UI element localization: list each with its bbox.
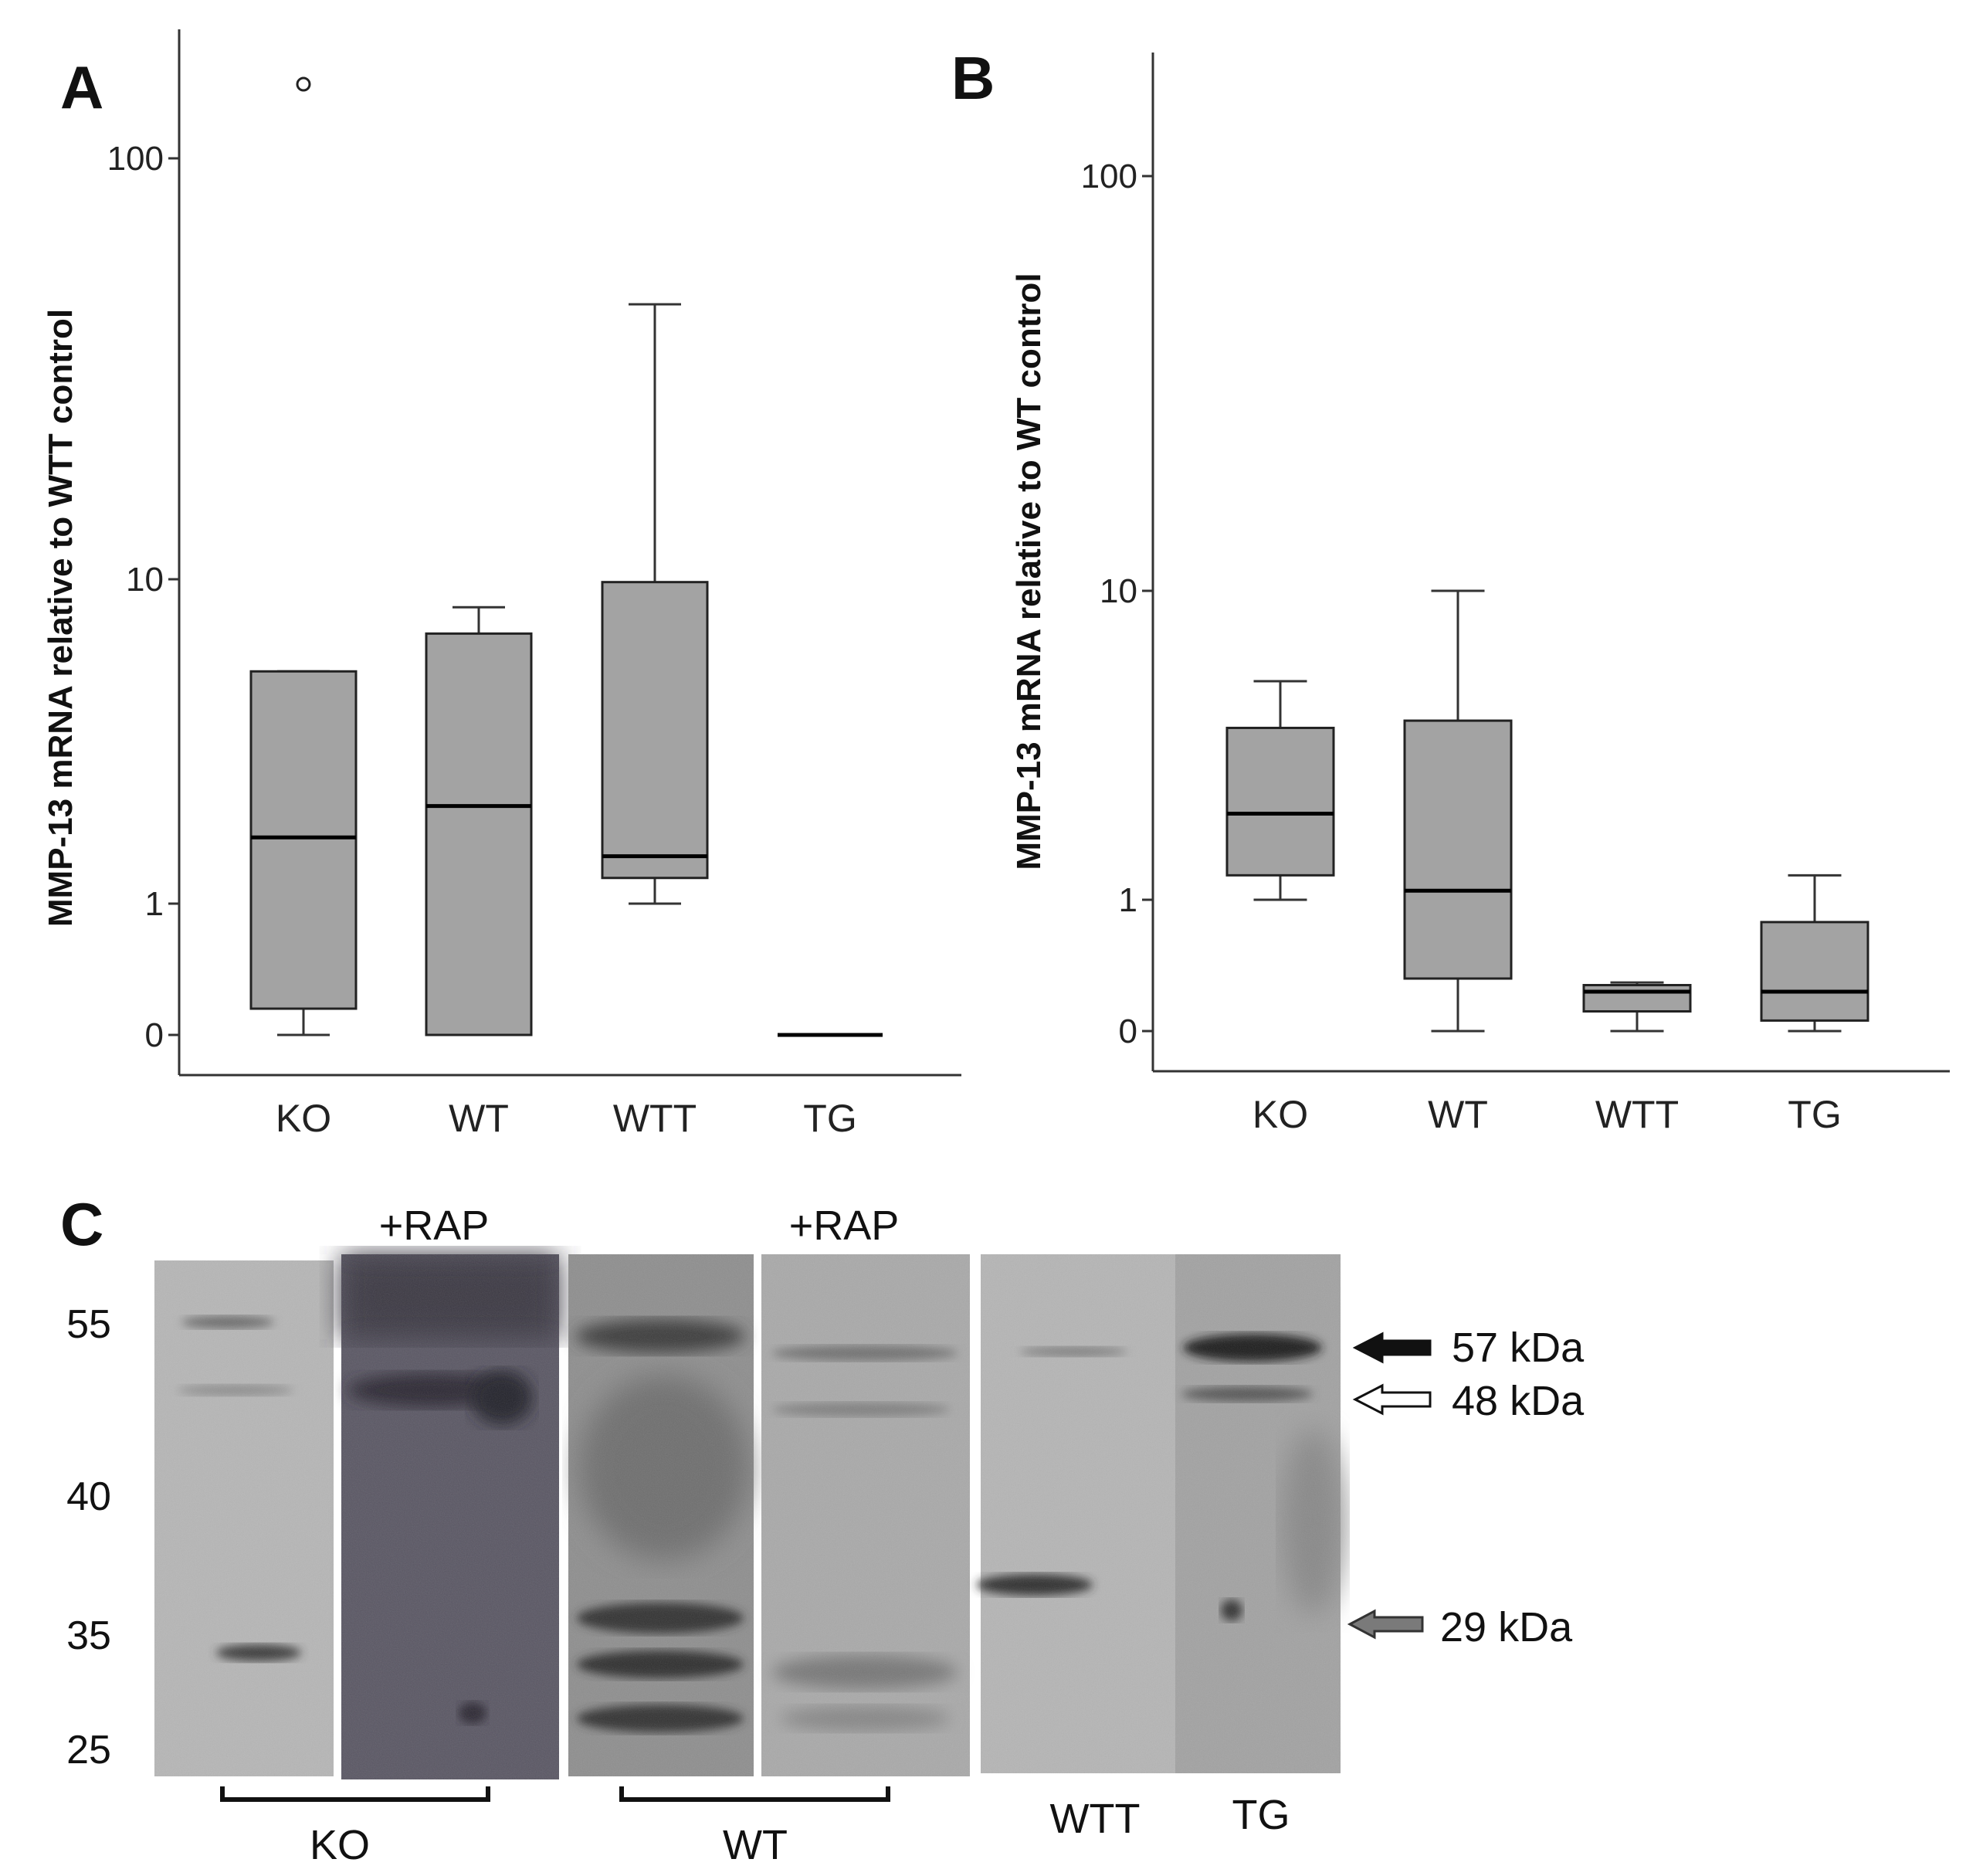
x-tick-label: TG [1788,1093,1841,1136]
y-axis-label-a: MMP-13 mRNA relative to WTT control [42,309,80,927]
boxes-a: KO WT WTT TG [249,76,883,1140]
box-wtt: WTT [1582,981,1692,1136]
rap-label-wt: +RAP [789,1203,900,1249]
arrow-57-kda: 57 kDa [1352,1325,1585,1371]
rap-label-ko: +RAP [379,1203,490,1249]
x-tick-label: WT [1428,1093,1488,1136]
box-wt: WT [425,606,533,1140]
panel-b: B MMP-13 mRNA relative to WT control 100… [951,44,1950,1136]
panel-a: A MMP-13 mRNA relative to WTT control 10… [42,29,961,1140]
label-57-kda: 57 kDa [1452,1325,1585,1371]
box-iqr [601,581,709,880]
y-tick-label: 10 [1100,572,1137,610]
y-tick-label: 0 [145,1016,164,1054]
blot-strip-ko-rap [341,1254,559,1779]
box-iqr [425,632,533,1036]
blot-strip-wt-rap [761,1254,970,1776]
boxes-b: KO WT WTT TG [1225,589,1869,1136]
y-tick-label: 100 [1081,158,1137,195]
label-29-kda: 29 kDa [1440,1604,1573,1650]
outlier-point [296,76,311,92]
box-iqr [1582,984,1692,1013]
y-tick-label: 0 [1119,1013,1137,1050]
mw-marker-35: 35 [66,1613,111,1658]
panel-letter-b: B [951,44,995,112]
panel-letter-a: A [60,53,103,121]
arrow-48-kda: 48 kDa [1352,1378,1585,1424]
box-tg: TG [778,1033,883,1140]
box-iqr [1225,726,1335,877]
mw-marker-55: 55 [66,1302,111,1347]
x-tick-label: WT [449,1097,509,1140]
y-tick-label: 1 [145,885,164,923]
blot-strip-wtt-tg [977,1254,1344,1773]
x-tick-label: KO [1252,1093,1308,1136]
y-tick-label: 10 [126,561,164,599]
group-label-wtt: WTT [1050,1796,1141,1842]
x-tick-label: KO [276,1097,331,1140]
y-tick-label: 1 [1119,881,1137,919]
x-tick-label: WTT [1595,1093,1679,1136]
group-label-wt: WT [723,1822,788,1868]
x-tick-label: WTT [613,1097,697,1140]
x-tick-label: TG [803,1097,856,1140]
blot-strip-wt [568,1254,754,1776]
panel-letter-c: C [60,1190,103,1258]
group-label-tg: TG [1232,1792,1290,1838]
mw-marker-25: 25 [66,1728,111,1773]
label-48-kda: 48 kDa [1452,1378,1585,1424]
box-tg: TG [1760,874,1869,1136]
group-label-ko: KO [310,1822,370,1868]
bracket-wt [619,1786,890,1802]
mw-marker-40: 40 [66,1474,111,1519]
box-iqr [1403,719,1513,980]
box-wt: WT [1403,589,1513,1136]
box-ko: KO [1225,680,1335,1136]
y-axis-label-b: MMP-13 mRNA relative to WT control [1010,273,1048,870]
box-wtt: WTT [601,303,709,1140]
box-iqr [249,670,358,1010]
arrow-29-kda: 29 kDa [1347,1604,1573,1650]
panel-c: C +RAP +RAP 55 40 35 25 [60,1190,1585,1868]
blot-strip-ko [154,1260,334,1776]
box-ko: KO [249,76,358,1140]
box-iqr [1760,921,1869,1022]
y-tick-label: 100 [107,140,164,178]
bracket-ko [220,1786,490,1802]
